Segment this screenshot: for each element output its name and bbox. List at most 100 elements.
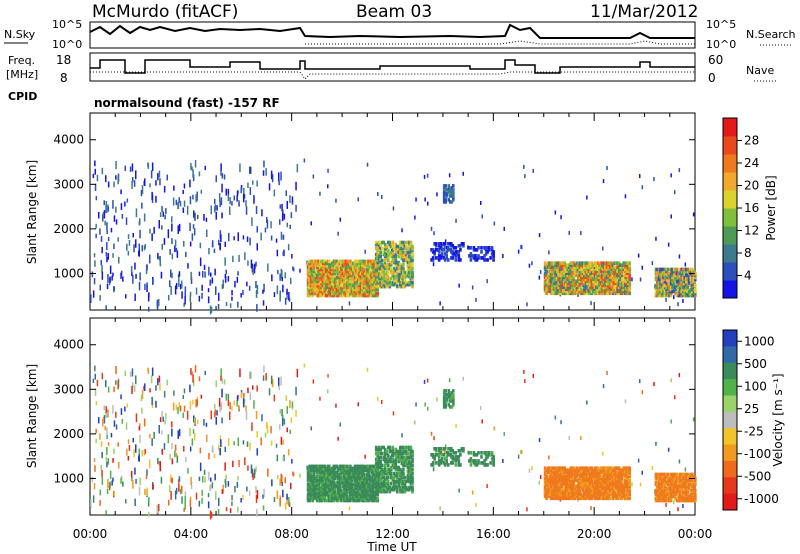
- heatmap-cell: [625, 281, 628, 286]
- heatmap-cell: [551, 269, 554, 273]
- heatmap-cell: [578, 474, 582, 478]
- heatmap-cell: [683, 287, 686, 292]
- heatmap-cell: [391, 242, 395, 247]
- heatmap-cell: [659, 281, 662, 286]
- heatmap-cell: [684, 267, 688, 272]
- heatmap-cell: [619, 287, 622, 292]
- heatmap-cell: [486, 279, 488, 284]
- heatmap-cell: [626, 267, 630, 271]
- heatmap-cell: [589, 490, 592, 495]
- heatmap-cell: [626, 281, 630, 286]
- heatmap-cell: [362, 494, 366, 499]
- heatmap-cell: [564, 494, 568, 499]
- heatmap-cell: [356, 285, 360, 290]
- heatmap-cell: [598, 267, 601, 271]
- heatmap-cell: [112, 200, 114, 209]
- heatmap-cell: [403, 489, 407, 494]
- heatmap-cell: [571, 486, 574, 491]
- heatmap-cell: [373, 484, 376, 489]
- heatmap-cell: [396, 489, 399, 494]
- heatmap-cell: [362, 269, 366, 274]
- heatmap-cell: [592, 494, 595, 499]
- heatmap-cell: [616, 285, 619, 290]
- heatmap-cell: [394, 485, 398, 490]
- heatmap-cell: [174, 245, 176, 253]
- heatmap-cell: [605, 291, 609, 296]
- heatmap-cell: [614, 267, 618, 271]
- heatmap-cell: [602, 480, 606, 485]
- heatmap-cell: [657, 283, 661, 288]
- heatmap-cell: [331, 482, 334, 487]
- heatmap-cell: [220, 402, 223, 411]
- nsky-label: N.Sky: [4, 28, 36, 41]
- heatmap-cell: [397, 276, 401, 281]
- heatmap-cell: [309, 271, 313, 276]
- heatmap-cell: [347, 490, 351, 495]
- heatmap-cell: [355, 287, 358, 292]
- heatmap-cell: [394, 260, 398, 265]
- heatmap-cell: [604, 291, 607, 296]
- heatmap-cell: [400, 471, 404, 476]
- heatmap-cell: [554, 269, 557, 273]
- heatmap-cell: [125, 422, 128, 430]
- heatmap-cell: [409, 479, 413, 484]
- heatmap-cell: [602, 484, 606, 489]
- heatmap-cell: [589, 277, 592, 282]
- heatmap-cell: [689, 269, 693, 274]
- heatmap-cell: [374, 293, 378, 298]
- heatmap-cell: [545, 285, 548, 290]
- heatmap-cell: [352, 466, 355, 471]
- heatmap-cell: [409, 250, 413, 255]
- heatmap-cell: [613, 279, 616, 284]
- heatmap-cell: [608, 277, 612, 282]
- heatmap-cell: [346, 291, 349, 296]
- colorbar-tick-label: 20: [744, 179, 759, 193]
- heatmap-cell: [328, 488, 331, 493]
- heatmap-cell: [320, 291, 323, 296]
- heatmap-cell: [146, 469, 148, 476]
- heatmap-cell: [397, 471, 401, 476]
- heatmap-cell: [314, 492, 317, 497]
- heatmap-cell: [242, 193, 245, 200]
- heatmap-cell: [356, 277, 360, 282]
- heatmap-cell: [270, 221, 272, 229]
- heatmap-cell: [577, 470, 580, 474]
- heatmap-cell: [387, 475, 390, 480]
- heatmap-cell: [406, 451, 410, 456]
- heatmap-cell: [192, 379, 195, 387]
- heatmap-cell: [617, 263, 621, 267]
- heatmap-cell: [388, 254, 392, 259]
- heatmap-cell: [364, 263, 367, 268]
- heatmap-cell: [595, 273, 598, 278]
- heatmap-cell: [343, 285, 346, 290]
- heatmap-cell: [551, 466, 554, 470]
- heatmap-cell: [393, 270, 396, 275]
- heatmap-cell: [680, 283, 683, 288]
- heatmap-cell: [414, 420, 416, 425]
- heatmap-cell: [561, 476, 565, 480]
- heatmap-cell: [346, 263, 349, 268]
- heatmap-cell: [352, 287, 355, 292]
- heatmap-cell: [219, 405, 221, 413]
- heatmap-cell: [376, 293, 379, 298]
- heatmap-cell: [353, 273, 357, 278]
- heatmap-cell: [558, 488, 562, 493]
- heatmap-cell: [355, 484, 358, 489]
- heatmap-cell: [611, 291, 615, 296]
- heatmap-cell: [347, 285, 351, 290]
- heatmap-cell: [391, 252, 395, 257]
- heatmap-cell: [334, 496, 337, 501]
- heatmap-cell: [451, 244, 455, 248]
- heatmap-cell: [282, 284, 284, 293]
- heatmap-cell: [376, 485, 379, 490]
- heatmap-cell: [312, 267, 316, 272]
- heatmap-cell: [426, 378, 429, 383]
- heatmap-cell: [365, 267, 369, 272]
- heatmap-cell: [566, 285, 569, 290]
- heatmap-cell: [596, 287, 600, 292]
- heatmap-cell: [311, 287, 314, 292]
- heatmap-cell: [359, 494, 363, 499]
- heatmap-cell: [324, 498, 328, 503]
- heatmap-cell: [252, 268, 254, 275]
- heatmap-cell: [314, 287, 317, 292]
